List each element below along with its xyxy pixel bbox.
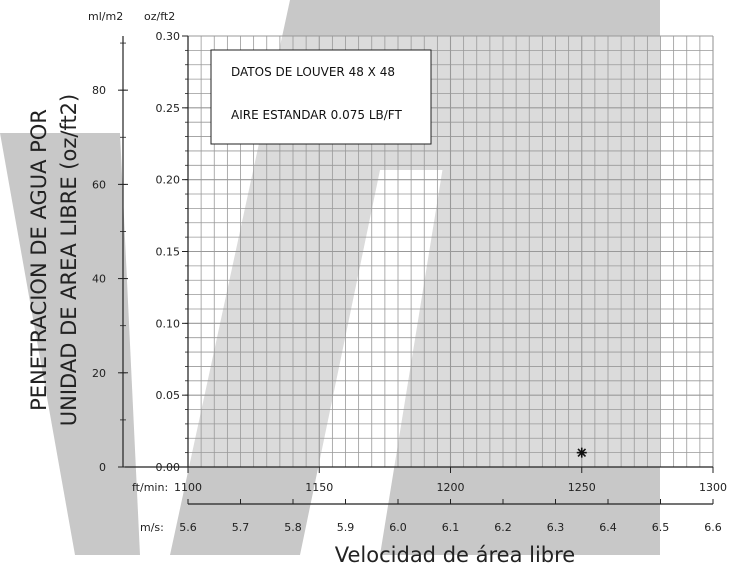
- x2-tick-label: 6.4: [599, 521, 617, 534]
- x-tick-label: 1200: [437, 481, 465, 494]
- y-tick-label: 0.10: [156, 317, 181, 330]
- x2-tick-label: 6.0: [389, 521, 407, 534]
- x2-tick-label: 5.8: [284, 521, 302, 534]
- x2-tick-label: 5.7: [232, 521, 250, 534]
- y2-tick-label: 40: [92, 273, 106, 286]
- x2-tick-label: 6.6: [704, 521, 722, 534]
- y-tick-label: 0.15: [156, 246, 181, 259]
- x-axis-title: Velocidad de área libre: [335, 543, 575, 567]
- y2-tick-label: 60: [92, 178, 106, 191]
- x-tick-label: 1150: [305, 481, 333, 494]
- y-tick-label: 0.20: [156, 174, 181, 187]
- x2-tick-label: 5.6: [179, 521, 197, 534]
- x2-tick-label: 6.1: [442, 521, 460, 534]
- x2-tick-label: 6.2: [494, 521, 512, 534]
- annotation-line-1: DATOS DE LOUVER 48 X 48: [231, 65, 395, 79]
- y-axis-title-line-1: PENETRACION DE AGUA POR: [27, 109, 51, 411]
- x-unit-label: ft/min:: [132, 481, 168, 494]
- x-tick-label: 1250: [568, 481, 596, 494]
- y-unit-label: oz/ft2: [144, 10, 175, 23]
- data-points: [576, 447, 587, 458]
- y-tick-label: 0.05: [156, 389, 181, 402]
- x2-tick-label: 6.3: [547, 521, 565, 534]
- data-point: [576, 447, 587, 458]
- y2-tick-label: 0: [99, 461, 106, 474]
- x2-tick-label: 5.9: [337, 521, 355, 534]
- x2-unit-label: m/s:: [140, 521, 164, 534]
- axes: [118, 35, 714, 505]
- annotation-box: [210, 49, 432, 145]
- x-tick-label: 1100: [174, 481, 202, 494]
- y-tick-label: 0.00: [156, 461, 181, 474]
- x2-tick-label: 6.5: [652, 521, 670, 534]
- y2-tick-label: 20: [92, 367, 106, 380]
- annotation-line-2: AIRE ESTANDAR 0.075 LB/FT: [231, 108, 402, 122]
- y2-unit-label: ml/m2: [88, 10, 123, 23]
- y-tick-label: 0.25: [156, 102, 181, 115]
- y-tick-label: 0.30: [156, 30, 181, 43]
- y2-tick-label: 80: [92, 84, 106, 97]
- y-axis-title-line-2: UNIDAD DE AREA LIBRE (oz/ft2): [57, 94, 81, 426]
- tick-labels: 1100 1150 1200 1250 1300 5.6 5.7 5.8 5.9 6.0 6.1 6.…: [92, 30, 727, 534]
- marker-stroke: [577, 448, 587, 457]
- x-tick-label: 1300: [699, 481, 727, 494]
